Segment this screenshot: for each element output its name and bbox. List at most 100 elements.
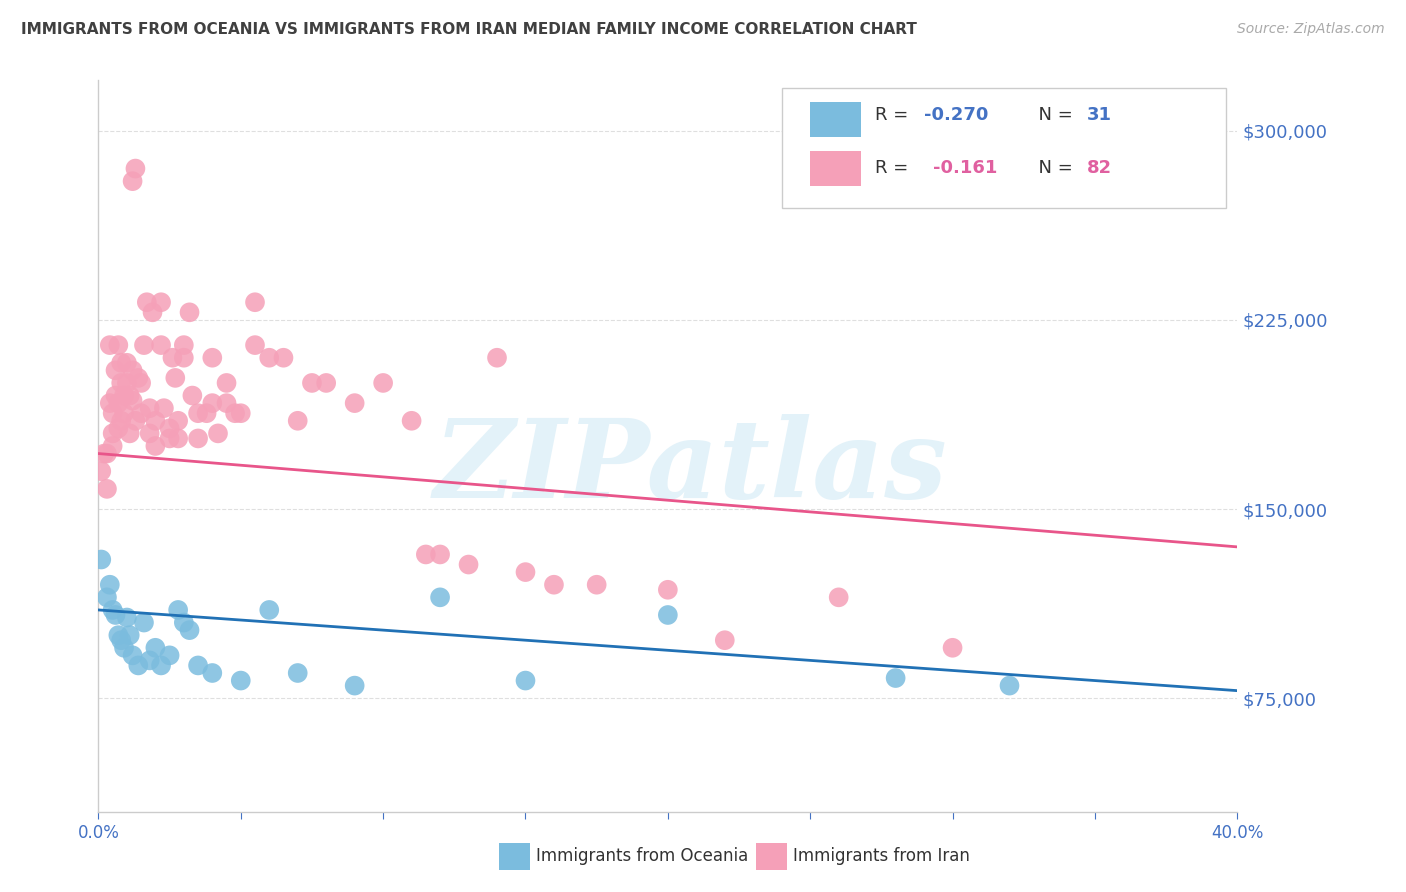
- Point: [179, 305, 201, 319]
- Point: [138, 653, 160, 667]
- Point: [243, 338, 266, 352]
- Text: N =: N =: [1026, 106, 1078, 124]
- Text: Immigrants from Iran: Immigrants from Iran: [793, 847, 970, 865]
- Point: [315, 376, 337, 390]
- Point: [429, 548, 451, 562]
- Point: [159, 648, 181, 663]
- Point: [828, 591, 851, 605]
- Point: [167, 414, 190, 428]
- Text: R =: R =: [875, 159, 920, 177]
- Point: [287, 665, 309, 680]
- Point: [515, 565, 537, 579]
- Point: [401, 414, 423, 428]
- Point: [124, 414, 146, 428]
- Point: [215, 396, 238, 410]
- Point: [273, 351, 295, 365]
- Point: [229, 673, 252, 688]
- Text: R =: R =: [875, 106, 914, 124]
- Point: [150, 338, 173, 352]
- Point: [121, 174, 143, 188]
- Point: [343, 679, 366, 693]
- Point: [135, 295, 157, 310]
- Point: [159, 421, 181, 435]
- Point: [585, 578, 607, 592]
- Point: [132, 615, 155, 630]
- Point: [104, 363, 127, 377]
- Point: [104, 607, 127, 622]
- Point: [118, 388, 141, 402]
- Point: [112, 640, 135, 655]
- Point: [195, 406, 218, 420]
- Point: [343, 396, 366, 410]
- Point: [187, 432, 209, 446]
- Point: [187, 406, 209, 420]
- Point: [98, 578, 121, 592]
- Point: [118, 628, 141, 642]
- Point: [107, 338, 129, 352]
- Point: [90, 464, 112, 478]
- Point: [167, 603, 190, 617]
- Point: [714, 633, 737, 648]
- Point: [162, 351, 184, 365]
- Point: [121, 363, 143, 377]
- Point: [115, 610, 138, 624]
- Point: [243, 295, 266, 310]
- Point: [90, 552, 112, 566]
- Point: [457, 558, 479, 572]
- Point: [215, 376, 238, 390]
- Text: -0.161: -0.161: [934, 159, 998, 177]
- Point: [173, 338, 195, 352]
- Point: [207, 426, 229, 441]
- Point: [138, 426, 160, 441]
- Text: IMMIGRANTS FROM OCEANIA VS IMMIGRANTS FROM IRAN MEDIAN FAMILY INCOME CORRELATION: IMMIGRANTS FROM OCEANIA VS IMMIGRANTS FR…: [21, 22, 917, 37]
- FancyBboxPatch shape: [782, 87, 1226, 209]
- Point: [486, 351, 509, 365]
- Point: [129, 376, 152, 390]
- Point: [150, 658, 173, 673]
- Point: [515, 673, 537, 688]
- Point: [107, 421, 129, 435]
- Text: ZIPatlas: ZIPatlas: [433, 414, 948, 522]
- Text: Source: ZipAtlas.com: Source: ZipAtlas.com: [1237, 22, 1385, 37]
- Point: [121, 648, 143, 663]
- Point: [96, 446, 118, 460]
- Point: [657, 582, 679, 597]
- Point: [159, 432, 181, 446]
- Point: [98, 338, 121, 352]
- Point: [112, 388, 135, 402]
- Point: [101, 426, 124, 441]
- FancyBboxPatch shape: [810, 152, 862, 186]
- Point: [173, 351, 195, 365]
- Point: [110, 356, 132, 370]
- Point: [179, 623, 201, 637]
- Point: [110, 376, 132, 390]
- Point: [287, 414, 309, 428]
- Point: [201, 665, 224, 680]
- Point: [107, 396, 129, 410]
- Text: Immigrants from Oceania: Immigrants from Oceania: [536, 847, 748, 865]
- Point: [132, 338, 155, 352]
- Point: [115, 356, 138, 370]
- Point: [229, 406, 252, 420]
- Point: [429, 591, 451, 605]
- Text: 31: 31: [1087, 106, 1112, 124]
- Point: [118, 426, 141, 441]
- Point: [98, 396, 121, 410]
- Point: [150, 295, 173, 310]
- Point: [124, 161, 146, 176]
- Point: [201, 396, 224, 410]
- Text: 82: 82: [1087, 159, 1112, 177]
- Point: [145, 640, 167, 655]
- Point: [657, 607, 679, 622]
- Point: [101, 439, 124, 453]
- Point: [96, 591, 118, 605]
- Point: [127, 371, 149, 385]
- Point: [167, 432, 190, 446]
- Point: [884, 671, 907, 685]
- Point: [104, 388, 127, 402]
- Point: [173, 615, 195, 630]
- Point: [259, 603, 281, 617]
- Point: [942, 640, 965, 655]
- Point: [543, 578, 565, 592]
- Point: [112, 406, 135, 420]
